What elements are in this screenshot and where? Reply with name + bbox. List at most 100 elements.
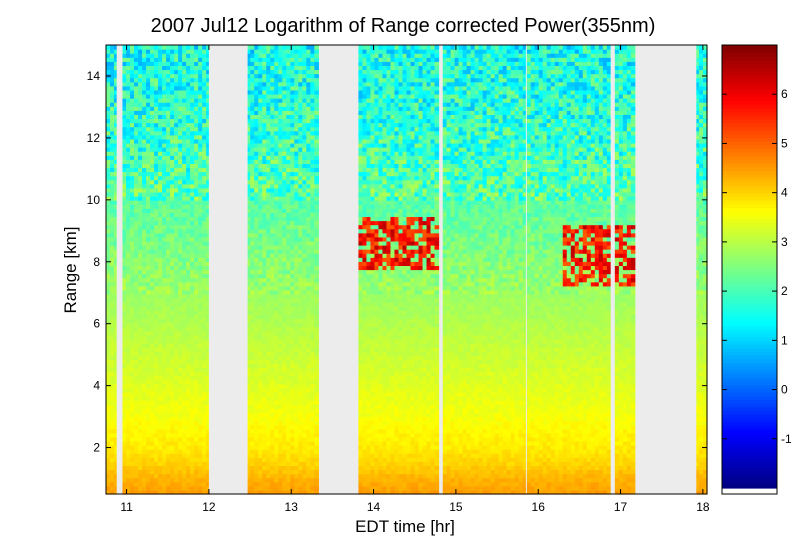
heatmap-cell — [106, 465, 111, 471]
heatmap-cell — [314, 359, 319, 364]
heatmap-cell — [134, 114, 139, 120]
heatmap-cell — [366, 359, 372, 364]
heatmap-cell — [130, 73, 135, 79]
heatmap-cell — [294, 424, 299, 430]
heatmap-cell — [282, 318, 287, 324]
heatmap-cell — [186, 208, 191, 213]
heatmap-cell — [290, 485, 295, 491]
heatmap-cell — [302, 69, 307, 75]
heatmap-cell — [166, 445, 171, 450]
heatmap-cell — [182, 387, 187, 393]
heatmap-cell — [170, 93, 175, 99]
heatmap-cell — [314, 330, 319, 336]
heatmap-cell — [166, 265, 171, 271]
heatmap-cell — [150, 249, 155, 254]
heatmap-cell — [142, 351, 147, 356]
heatmap-cell — [114, 89, 119, 95]
heatmap-cell — [174, 416, 179, 422]
heatmap-cell — [146, 314, 151, 320]
heatmap-cell — [178, 196, 183, 201]
heatmap-cell — [278, 130, 283, 136]
heatmap-cell — [258, 228, 263, 234]
heatmap-cell — [362, 281, 368, 287]
heatmap-cell — [278, 122, 283, 128]
heatmap-cell — [306, 416, 311, 422]
heatmap-cell — [202, 416, 207, 422]
heatmap-cell — [178, 400, 183, 405]
heatmap-cell — [122, 391, 127, 397]
heatmap-cell — [110, 396, 115, 401]
heatmap-cell — [266, 387, 271, 393]
heatmap-cell — [250, 453, 255, 458]
heatmap-cell — [246, 114, 251, 120]
heatmap-cell — [198, 200, 203, 205]
heatmap-cell — [170, 420, 175, 426]
heatmap-cell — [282, 118, 287, 124]
heatmap-cell — [286, 293, 291, 299]
heatmap-cell — [278, 114, 283, 120]
heatmap-cell — [114, 118, 119, 124]
heatmap-cell — [286, 281, 291, 287]
heatmap-cell — [262, 81, 267, 87]
heatmap-cell — [158, 73, 163, 79]
heatmap-cell — [150, 228, 155, 234]
heatmap-cell — [258, 383, 263, 389]
heatmap-cell — [146, 196, 151, 201]
heatmap-cell — [258, 408, 263, 413]
heatmap-cell — [142, 489, 147, 495]
heatmap-cell — [282, 110, 287, 115]
heatmap-cell — [138, 196, 143, 201]
heatmap-cell — [158, 469, 163, 475]
heatmap-cell — [154, 338, 159, 344]
heatmap-cell — [162, 261, 167, 267]
heatmap-cell — [150, 224, 155, 230]
heatmap-cell — [310, 359, 315, 364]
heatmap-cell — [278, 383, 283, 389]
heatmap-cell — [286, 49, 291, 54]
heatmap-cell — [178, 281, 183, 287]
heatmap-cell — [270, 420, 275, 426]
heatmap-cell — [262, 102, 267, 107]
heatmap-cell — [170, 400, 175, 405]
heatmap-cell — [158, 204, 163, 209]
heatmap-cell — [150, 281, 155, 287]
heatmap-cell — [314, 65, 319, 71]
heatmap-cell — [110, 179, 115, 185]
heatmap-cell — [298, 208, 303, 213]
heatmap-cell — [366, 412, 372, 418]
heatmap-cell — [294, 412, 299, 418]
heatmap-cell — [254, 298, 259, 303]
heatmap-cell — [258, 330, 263, 336]
heatmap-cell — [146, 265, 151, 271]
heatmap-cell — [206, 428, 211, 434]
heatmap-cell — [270, 363, 275, 369]
heatmap-cell — [126, 114, 131, 120]
heatmap-cell — [150, 151, 155, 156]
heatmap-cell — [158, 106, 163, 111]
heatmap-cell — [286, 134, 291, 140]
heatmap-cell — [262, 424, 267, 430]
heatmap-cell — [254, 126, 259, 132]
heatmap-cell — [174, 204, 179, 209]
heatmap-cell — [142, 220, 147, 226]
heatmap-cell — [314, 355, 319, 360]
heatmap-cell — [258, 45, 263, 50]
heatmap-cell — [186, 481, 191, 487]
heatmap-cell — [306, 93, 311, 99]
heatmap-cell — [106, 322, 111, 328]
heatmap-cell — [154, 204, 159, 209]
heatmap-cell — [274, 314, 279, 320]
heatmap-cell — [178, 245, 183, 250]
heatmap-cell — [154, 481, 159, 487]
heatmap-cell — [294, 302, 299, 307]
heatmap-cell — [130, 424, 135, 430]
heatmap-cell — [202, 228, 207, 234]
heatmap-cell — [246, 130, 251, 136]
heatmap-cell — [358, 396, 364, 401]
heatmap-cell — [258, 440, 263, 446]
heatmap-cell — [126, 102, 131, 107]
heatmap-cell — [294, 53, 299, 58]
heatmap-cell — [314, 236, 319, 242]
heatmap-cell — [138, 432, 143, 438]
heatmap-cell — [286, 224, 291, 230]
